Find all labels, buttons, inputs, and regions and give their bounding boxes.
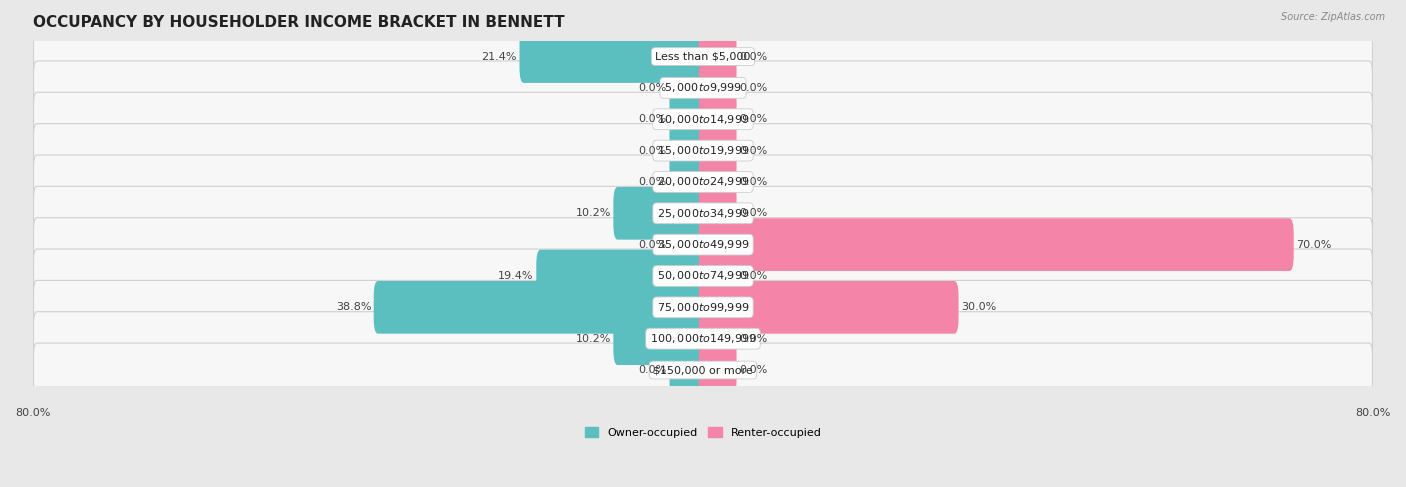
Text: 0.0%: 0.0% [740,271,768,281]
FancyBboxPatch shape [374,281,707,334]
Text: $75,000 to $99,999: $75,000 to $99,999 [657,301,749,314]
FancyBboxPatch shape [669,61,707,114]
Text: 0.0%: 0.0% [638,83,666,93]
FancyBboxPatch shape [699,61,737,114]
FancyBboxPatch shape [669,218,707,271]
Text: 0.0%: 0.0% [638,146,666,156]
FancyBboxPatch shape [519,30,707,83]
FancyBboxPatch shape [699,30,737,83]
FancyBboxPatch shape [34,281,1372,334]
Text: 0.0%: 0.0% [638,177,666,187]
Text: $15,000 to $19,999: $15,000 to $19,999 [657,144,749,157]
Text: 0.0%: 0.0% [740,52,768,61]
FancyBboxPatch shape [34,249,1372,303]
FancyBboxPatch shape [34,155,1372,209]
FancyBboxPatch shape [699,344,737,396]
Text: $35,000 to $49,999: $35,000 to $49,999 [657,238,749,251]
FancyBboxPatch shape [34,93,1372,146]
FancyBboxPatch shape [613,312,707,365]
Text: Less than $5,000: Less than $5,000 [655,52,751,61]
Text: Source: ZipAtlas.com: Source: ZipAtlas.com [1281,12,1385,22]
Text: 0.0%: 0.0% [740,146,768,156]
FancyBboxPatch shape [699,250,737,302]
FancyBboxPatch shape [699,156,737,208]
Text: 21.4%: 21.4% [481,52,517,61]
Text: $150,000 or more: $150,000 or more [654,365,752,375]
Text: $100,000 to $149,999: $100,000 to $149,999 [650,332,756,345]
Text: 19.4%: 19.4% [498,271,534,281]
Text: 80.0%: 80.0% [15,408,51,418]
Text: $50,000 to $74,999: $50,000 to $74,999 [657,269,749,282]
Text: $10,000 to $14,999: $10,000 to $14,999 [657,113,749,126]
FancyBboxPatch shape [669,124,707,177]
FancyBboxPatch shape [699,93,737,146]
Text: 70.0%: 70.0% [1296,240,1331,250]
Text: 10.2%: 10.2% [575,208,610,218]
Text: 0.0%: 0.0% [740,83,768,93]
Text: 0.0%: 0.0% [638,365,666,375]
FancyBboxPatch shape [699,312,737,365]
Text: 0.0%: 0.0% [740,177,768,187]
FancyBboxPatch shape [669,344,707,396]
FancyBboxPatch shape [699,281,959,334]
FancyBboxPatch shape [34,61,1372,115]
Text: 0.0%: 0.0% [638,240,666,250]
Text: 10.2%: 10.2% [575,334,610,344]
FancyBboxPatch shape [34,187,1372,240]
Text: 80.0%: 80.0% [1355,408,1391,418]
Text: $25,000 to $34,999: $25,000 to $34,999 [657,207,749,220]
FancyBboxPatch shape [669,93,707,146]
Text: 0.0%: 0.0% [740,114,768,124]
FancyBboxPatch shape [34,30,1372,84]
Text: 0.0%: 0.0% [638,114,666,124]
FancyBboxPatch shape [34,218,1372,272]
FancyBboxPatch shape [669,156,707,208]
Text: $5,000 to $9,999: $5,000 to $9,999 [664,81,742,94]
Text: OCCUPANCY BY HOUSEHOLDER INCOME BRACKET IN BENNETT: OCCUPANCY BY HOUSEHOLDER INCOME BRACKET … [32,15,564,30]
FancyBboxPatch shape [34,124,1372,178]
Text: 30.0%: 30.0% [962,302,997,312]
Text: 0.0%: 0.0% [740,365,768,375]
FancyBboxPatch shape [34,312,1372,366]
FancyBboxPatch shape [613,187,707,240]
Text: 0.0%: 0.0% [740,208,768,218]
FancyBboxPatch shape [699,218,1294,271]
Legend: Owner-occupied, Renter-occupied: Owner-occupied, Renter-occupied [581,423,825,442]
Text: $20,000 to $24,999: $20,000 to $24,999 [657,175,749,188]
FancyBboxPatch shape [536,250,707,302]
FancyBboxPatch shape [699,124,737,177]
FancyBboxPatch shape [699,187,737,240]
Text: 0.0%: 0.0% [740,334,768,344]
Text: 38.8%: 38.8% [336,302,371,312]
FancyBboxPatch shape [34,343,1372,397]
